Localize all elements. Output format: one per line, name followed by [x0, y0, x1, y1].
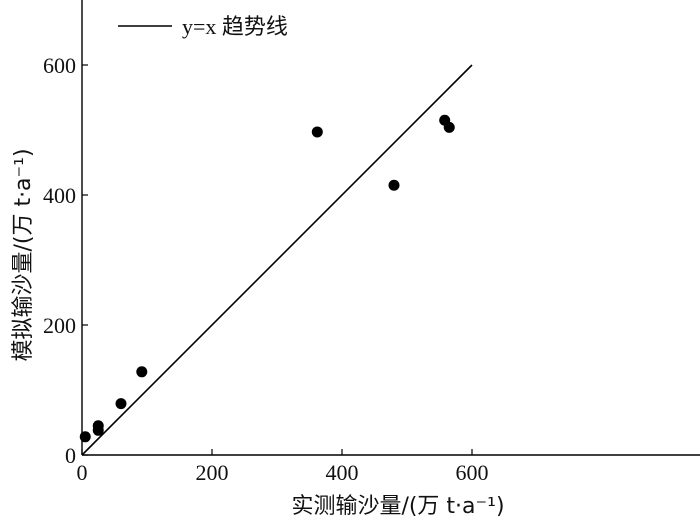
x-tick-label: 600: [456, 460, 489, 485]
x-axis-title: 实测输沙量/(万 t·a⁻¹): [291, 494, 504, 519]
data-point: [136, 366, 148, 378]
data-point: [115, 398, 127, 410]
data-point: [311, 126, 323, 138]
data-point: [443, 121, 455, 133]
x-tick-label: 0: [77, 460, 88, 485]
y-tick-label: 200: [43, 313, 76, 338]
y-tick-label: 600: [43, 53, 76, 78]
axis-ticks: 0 200 400 600 0 200 400 600: [43, 53, 489, 485]
legend-label: y=x 趋势线: [182, 14, 288, 39]
y-tick-label: 400: [43, 183, 76, 208]
trend-line-layer: [81, 64, 473, 456]
data-point: [388, 179, 400, 191]
x-tick-label: 400: [326, 460, 359, 485]
data-point: [79, 431, 91, 443]
y-axis-title: 模拟输沙量/(万 t·a⁻¹): [11, 148, 36, 361]
x-tick-label: 200: [196, 460, 229, 485]
y-tick-label: 0: [65, 443, 76, 468]
scatter-points-layer: [79, 114, 455, 443]
trend-line-y-equals-x: [81, 64, 473, 456]
legend: y=x 趋势线: [118, 14, 288, 39]
data-point: [92, 420, 104, 432]
